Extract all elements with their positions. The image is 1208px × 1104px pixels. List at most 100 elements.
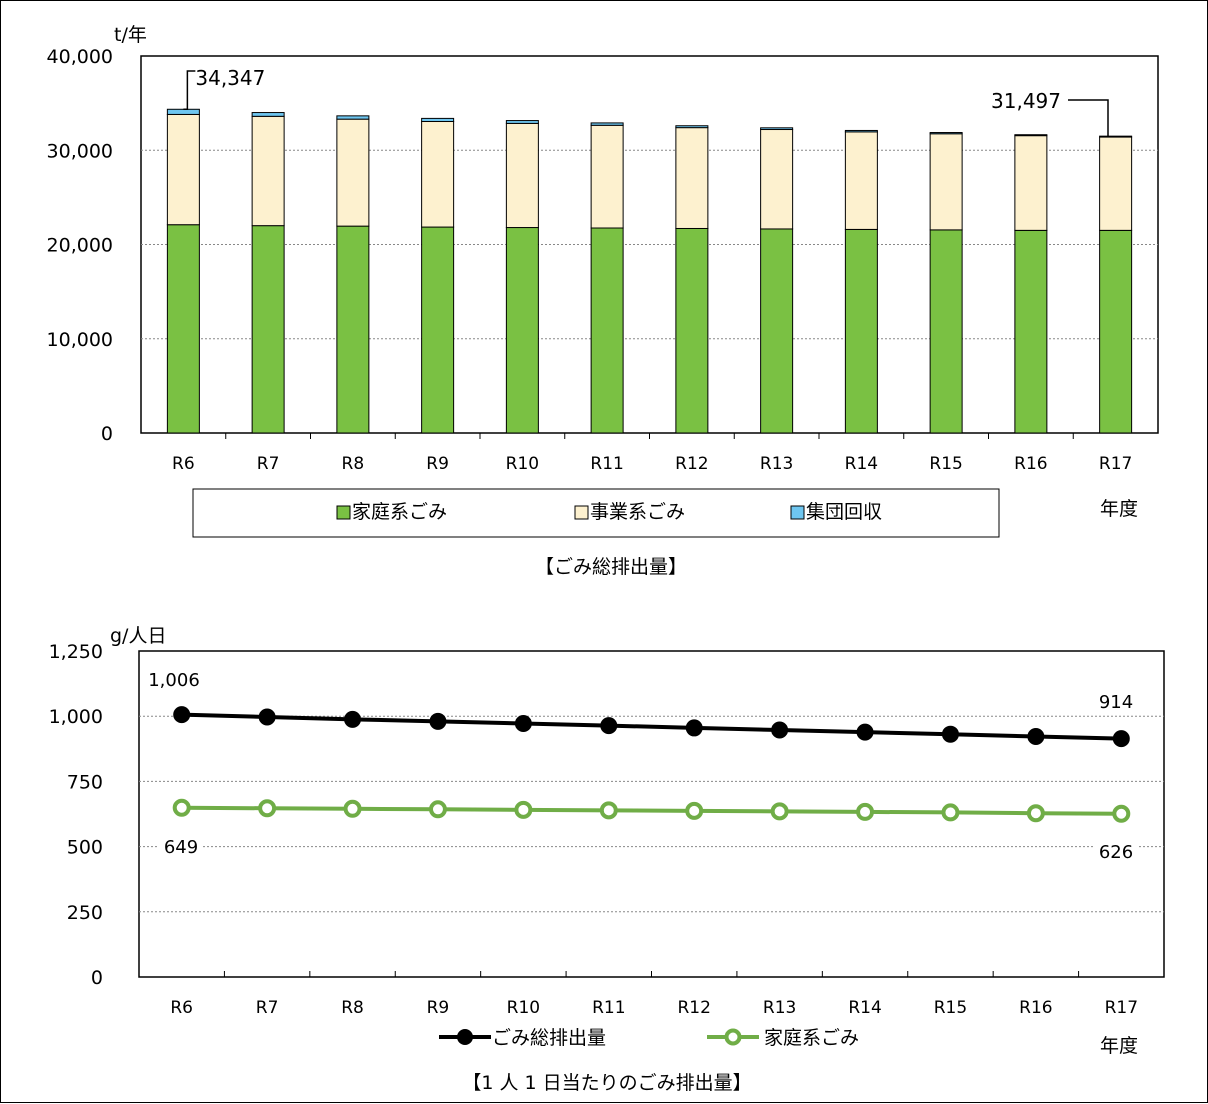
bar-segment-group	[336, 115, 370, 120]
line-x-tick-label: R8	[341, 998, 364, 1018]
bar-x-tick-label: R10	[506, 454, 539, 474]
bar-segment-household	[1014, 229, 1048, 434]
bar-x-tick-label: R11	[590, 454, 623, 474]
line-x-tick-label: R11	[592, 998, 625, 1018]
line-point-total	[1027, 728, 1045, 746]
line-y-tick-label: 500	[67, 837, 103, 859]
bar-y-tick-label: 20,000	[47, 235, 113, 257]
line-y-tick-label: 250	[67, 902, 103, 924]
bar-legend-label: 事業系ごみ	[590, 501, 685, 523]
line-point-total	[514, 715, 532, 733]
bar-segment-household	[251, 225, 285, 434]
bar-segment-household	[1099, 229, 1133, 434]
bar-y-unit-label: t/年	[114, 24, 147, 46]
bar-segment-group	[844, 129, 878, 133]
line-data-label: 1,006	[148, 670, 200, 691]
line-data-label: 914	[1099, 692, 1133, 713]
line-point-household	[258, 799, 277, 818]
bar-annotation-last-total: 31,497	[991, 89, 1061, 113]
line-series-total	[181, 712, 1122, 741]
bar-x-tick-label: R8	[342, 454, 365, 474]
bar-segment-business	[251, 115, 285, 227]
bar-x-tick-label: R15	[929, 454, 962, 474]
line-x-tick-label: R16	[1019, 998, 1052, 1018]
bar-segment-household	[590, 227, 624, 434]
bar-segment-household	[166, 224, 200, 434]
line-data-label: 649	[164, 837, 198, 858]
line-chart-caption: 【1 人 1 日当たりのごみ排出量】	[462, 1072, 751, 1094]
bar-segment-group	[929, 132, 963, 135]
bar-legend-label: 集団回収	[806, 501, 882, 523]
line-point-household	[685, 801, 704, 820]
line-point-household	[1026, 804, 1045, 823]
line-x-tick-label: R10	[507, 998, 540, 1018]
line-data-label-bg	[159, 835, 203, 857]
line-series-household	[181, 805, 1122, 816]
line-point-total	[771, 721, 789, 739]
line-data-label-bg	[1094, 689, 1138, 711]
line-point-total	[685, 719, 703, 737]
line-legend-marker	[457, 1029, 473, 1045]
bar-chart-caption: 【ごみ総排出量】	[535, 556, 687, 578]
bar-segment-business	[421, 121, 455, 228]
bar-segment-business	[336, 118, 370, 227]
line-point-household	[343, 799, 362, 818]
bar-segment-group	[251, 112, 285, 117]
line-point-household	[599, 801, 618, 820]
bar-legend-label: 家庭系ごみ	[352, 501, 447, 523]
line-x-tick-label: R9	[427, 998, 450, 1018]
bar-segment-business	[590, 124, 624, 229]
line-x-tick-label: R15	[934, 998, 967, 1018]
line-x-unit-label: 年度	[1100, 1035, 1138, 1057]
line-legend-marker	[724, 1028, 742, 1046]
bar-x-tick-label: R12	[675, 454, 708, 474]
bar-y-tick-label: 40,000	[47, 46, 113, 68]
line-y-tick-label: 1,000	[49, 706, 103, 728]
bar-segment-business	[1099, 136, 1133, 231]
line-point-household	[941, 803, 960, 822]
bar-segment-group	[166, 108, 200, 115]
line-y-tick-label: 1,250	[49, 641, 103, 663]
line-point-total	[258, 708, 276, 726]
bar-legend-swatch	[790, 505, 805, 520]
bar-segment-business	[844, 131, 878, 230]
line-point-total	[173, 706, 191, 724]
bar-segment-group	[421, 117, 455, 123]
line-point-total	[856, 723, 874, 741]
line-x-tick-label: R14	[848, 998, 881, 1018]
bar-segment-group	[505, 120, 539, 124]
bar-x-tick-label: R17	[1099, 454, 1132, 474]
bar-segment-household	[760, 228, 794, 434]
bar-segment-business	[929, 133, 963, 231]
bar-segment-household	[844, 228, 878, 434]
line-point-total	[600, 717, 618, 735]
line-point-household	[770, 802, 789, 821]
bar-segment-household	[336, 225, 370, 434]
bar-segment-household	[675, 227, 709, 434]
bar-segment-business	[675, 127, 709, 229]
line-point-household	[172, 798, 191, 817]
line-data-label-bg	[1094, 840, 1138, 862]
line-point-household	[428, 800, 447, 819]
bar-segment-group	[1014, 134, 1048, 137]
bar-x-tick-label: R7	[257, 454, 280, 474]
bar-legend-swatch	[574, 505, 589, 520]
bar-segment-household	[505, 227, 539, 434]
line-point-household	[1112, 804, 1131, 823]
line-legend-label: ごみ総排出量	[492, 1027, 606, 1049]
bar-annotation-first-total: 34,347	[195, 66, 265, 90]
line-y-tick-label: 750	[67, 771, 103, 793]
line-point-total	[1112, 730, 1130, 748]
line-x-tick-label: R12	[677, 998, 710, 1018]
line-y-tick-label: 0	[91, 967, 103, 989]
bar-legend-swatch	[336, 505, 351, 520]
line-data-label: 626	[1099, 842, 1133, 863]
line-point-total	[344, 710, 362, 728]
bar-legend-box	[192, 488, 1000, 538]
bar-y-tick-label: 0	[101, 423, 113, 445]
bar-x-tick-label: R14	[845, 454, 878, 474]
bar-segment-business	[505, 122, 539, 229]
bar-segment-group	[675, 125, 709, 129]
